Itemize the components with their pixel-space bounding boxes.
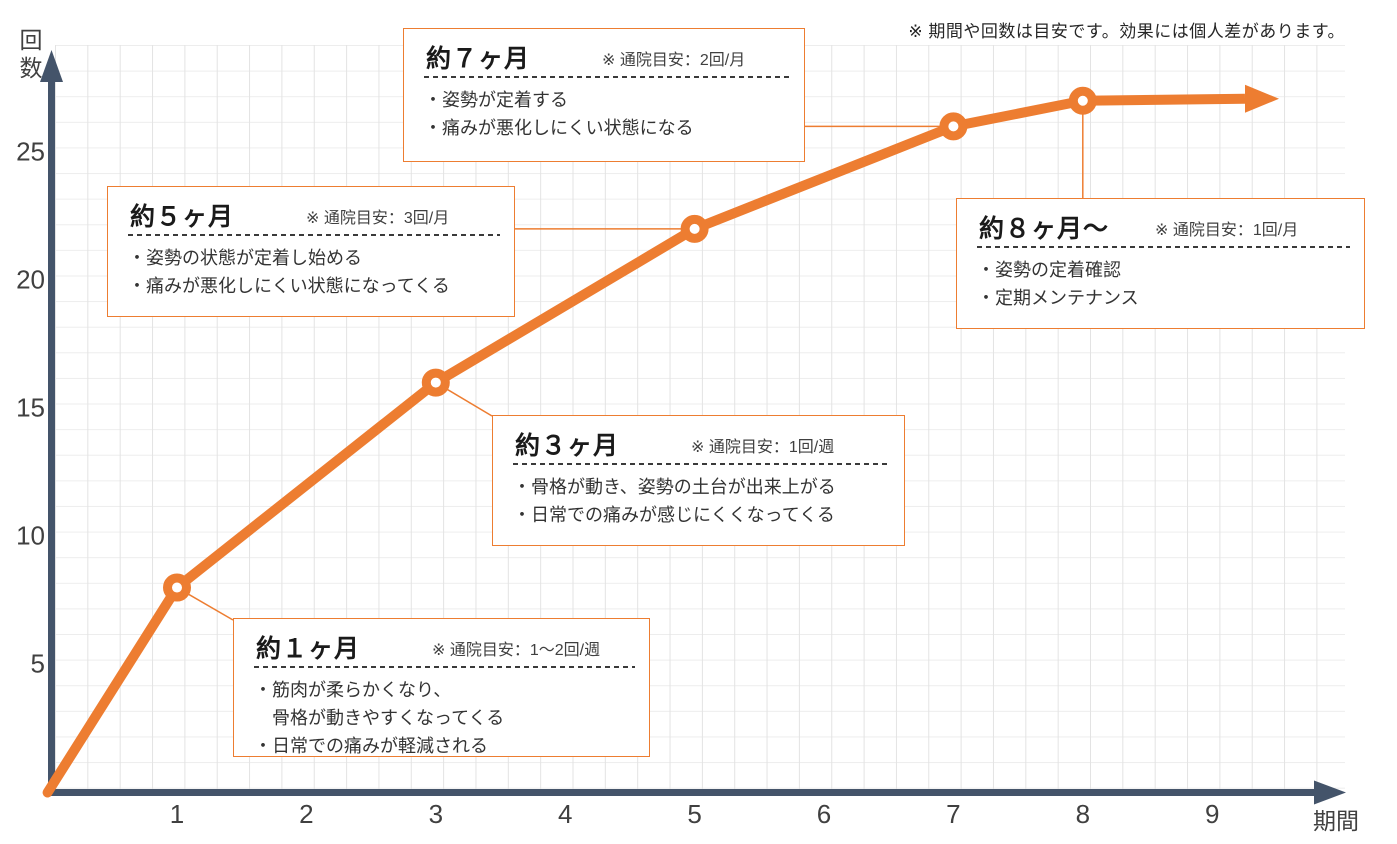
x-tick-label: 1 [169, 799, 185, 829]
visit-frequency-note: ※ 通院目安：2回/月 [602, 52, 746, 69]
y-tick-label: 20 [16, 264, 45, 295]
annotation-header: 約１ヶ月 ※ 通院目安：1～2回/週 [254, 628, 637, 663]
annotation-title: 約３ヶ月 [515, 432, 620, 460]
annotation-box-month5: 約５ヶ月 ※ 通院目安：3回/月 ・姿勢の状態が定着し始める ・痛みが悪化しにく… [107, 186, 515, 317]
annotation-box-month3: 約３ヶ月 ※ 通院目安：1回/週 ・骨格が動き、姿勢の土台が出来上がる ・日常で… [492, 415, 905, 546]
data-point-marker [421, 368, 450, 397]
annotation-bullet: ・骨格が動き、姿勢の土台が出来上がる [513, 477, 836, 497]
annotation-bullet: ・定期メンテナンス [977, 288, 1139, 308]
dashed-divider [977, 246, 1350, 248]
annotation-title: 約５ヶ月 [130, 203, 235, 231]
data-point-marker [163, 573, 191, 602]
x-tick-label: 2 [299, 799, 314, 829]
y-tick-label: 25 [16, 136, 45, 167]
annotation-header: 約３ヶ月 ※ 通院目安：1回/週 [513, 425, 892, 460]
annotation-header: 約８ヶ月～ ※ 通院目安：1回/月 [977, 208, 1352, 243]
annotation-box-month8: 約８ヶ月～ ※ 通院目安：1回/月 ・姿勢の定着確認 ・定期メンテナンス [956, 198, 1365, 329]
annotation-bullet: ・日常での痛みが軽減される [254, 736, 488, 756]
dashed-divider [424, 76, 790, 78]
visit-frequency-note: ※ 通院目安：1回/週 [691, 439, 835, 456]
annotation-title: 約１ヶ月 [256, 635, 361, 663]
annotation-bullet: ・姿勢の状態が定着し始める [128, 248, 362, 268]
y-tick-label: 15 [16, 392, 45, 423]
x-tick-label: 9 [1204, 799, 1220, 829]
dashed-divider [254, 666, 635, 668]
disclaimer-text: ※ 期間や回数は目安です。効果には個人差があります。 [908, 22, 1345, 41]
annotation-bullet: ・日常での痛みが感じにくくなってくる [513, 505, 835, 525]
trend-line-extension [1082, 93, 1246, 106]
dashed-divider [128, 234, 500, 236]
annotation-header: 約７ヶ月 ※ 通院目安：2回/月 [424, 38, 792, 73]
dashed-divider [513, 463, 890, 465]
trend-line [42, 95, 1088, 798]
x-axis-arrowhead-icon [1314, 780, 1346, 805]
x-tick-label: 7 [946, 799, 961, 829]
y-axis-title: 回数 [16, 28, 42, 84]
annotation-bullet: 骨格が動きやすくなってくる [254, 708, 505, 728]
y-tick-label: 5 [30, 648, 45, 679]
y-axis-arrowhead-icon [40, 50, 63, 82]
annotation-box-month1: 約１ヶ月 ※ 通院目安：1～2回/週 ・筋肉が柔らかくなり、 骨格が動きやすくな… [233, 618, 650, 757]
data-point-marker [939, 112, 968, 141]
visit-frequency-note: ※ 通院目安：1～2回/週 [432, 642, 601, 659]
visit-frequency-note: ※ 通院目安：3回/月 [306, 210, 450, 227]
x-axis-title: 期間 [1313, 808, 1359, 834]
trend-arrowhead-icon [1245, 84, 1279, 113]
annotation-bullet: ・姿勢が定着する [424, 90, 568, 110]
visit-frequency-note: ※ 通院目安：1回/月 [1155, 222, 1299, 239]
x-tick-label: 3 [428, 799, 444, 829]
x-tick-label: 8 [1075, 799, 1091, 829]
annotation-title: 約７ヶ月 [426, 45, 531, 73]
annotation-bullet: ・痛みが悪化しにくい状態になる [424, 118, 694, 138]
annotation-title: 約８ヶ月～ [979, 215, 1110, 243]
x-tick-label: 4 [557, 799, 573, 829]
annotation-bullet: ・痛みが悪化しにくい状態になってくる [128, 276, 450, 296]
data-point-marker [1068, 86, 1097, 115]
annotation-box-month7: 約７ヶ月 ※ 通院目安：2回/月 ・姿勢が定着する ・痛みが悪化しにくい状態にな… [403, 28, 805, 162]
annotation-header: 約５ヶ月 ※ 通院目安：3回/月 [128, 196, 502, 231]
y-tick-label: 10 [16, 520, 45, 551]
annotation-bullet: ・姿勢の定着確認 [977, 260, 1121, 280]
annotation-bullet: ・筋肉が柔らかくなり、 [254, 680, 452, 700]
data-point-marker [680, 214, 709, 243]
x-tick-label: 6 [816, 799, 832, 829]
x-tick-label: 5 [687, 799, 702, 829]
